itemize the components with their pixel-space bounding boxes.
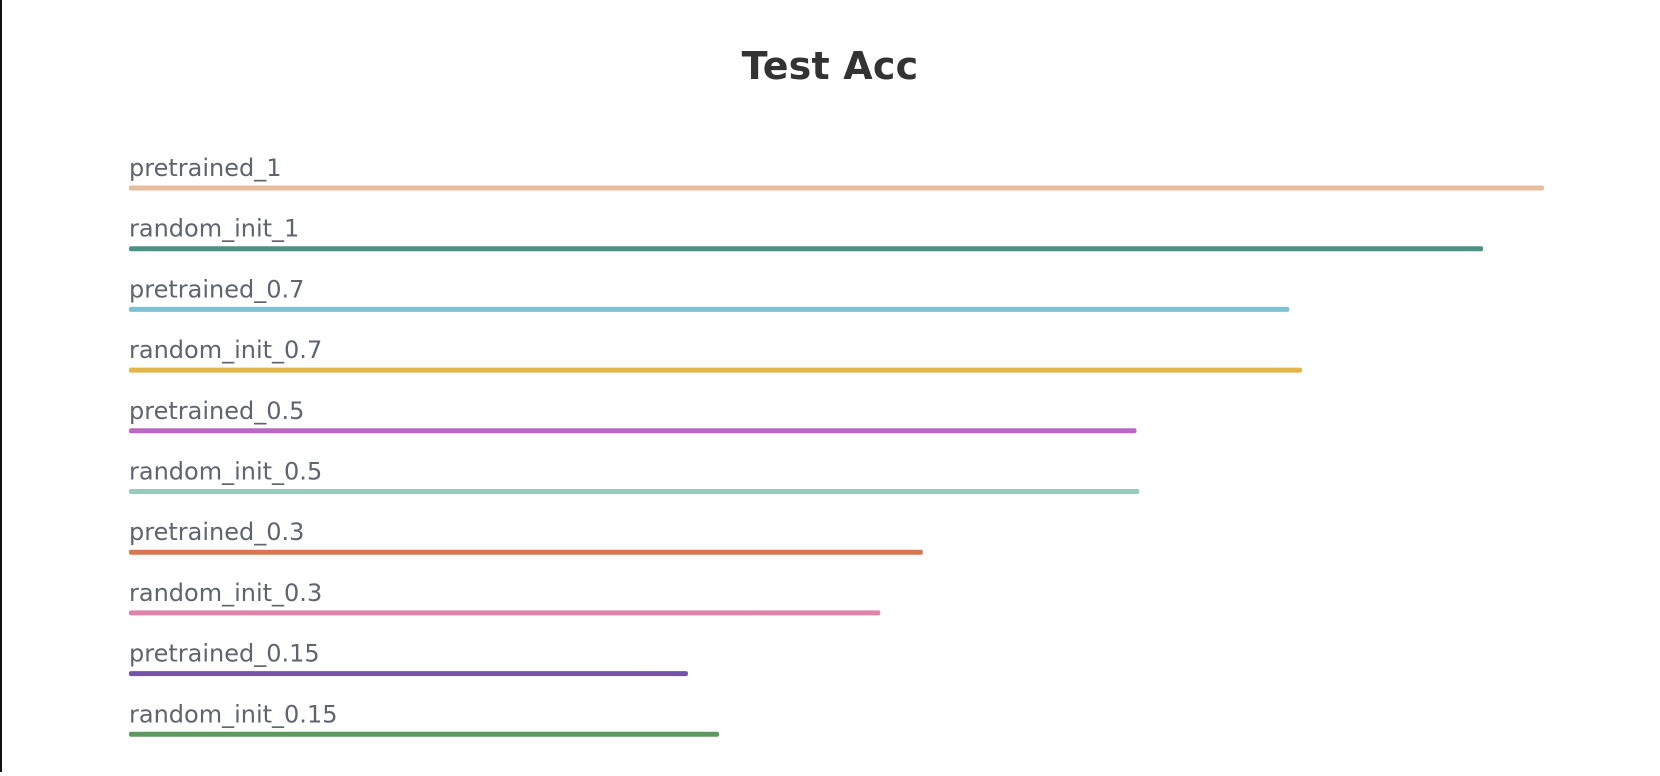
bar	[129, 610, 881, 616]
bar	[129, 671, 688, 677]
frame-edge	[0, 0, 2, 772]
bar-label: random_init_0.7	[129, 336, 322, 364]
chart-title: Test Acc	[741, 44, 919, 88]
bar-label: random_init_0.3	[129, 579, 322, 607]
bar-label: pretrained_0.5	[129, 397, 304, 425]
bar	[129, 428, 1137, 434]
bar	[129, 731, 720, 737]
bar-label: pretrained_1	[129, 154, 281, 182]
bar-label: random_init_0.15	[129, 700, 337, 728]
bar	[129, 185, 1544, 191]
bar-label: pretrained_0.3	[129, 518, 304, 546]
bar-label: pretrained_0.15	[129, 640, 320, 668]
bar-label: random_init_0.5	[129, 458, 322, 486]
bar	[129, 306, 1290, 312]
bar-label: random_init_1	[129, 215, 299, 243]
bar	[129, 489, 1140, 494]
bar	[129, 549, 923, 555]
bar	[129, 246, 1484, 252]
bar	[129, 367, 1303, 373]
bar-label: pretrained_0.7	[129, 275, 304, 303]
